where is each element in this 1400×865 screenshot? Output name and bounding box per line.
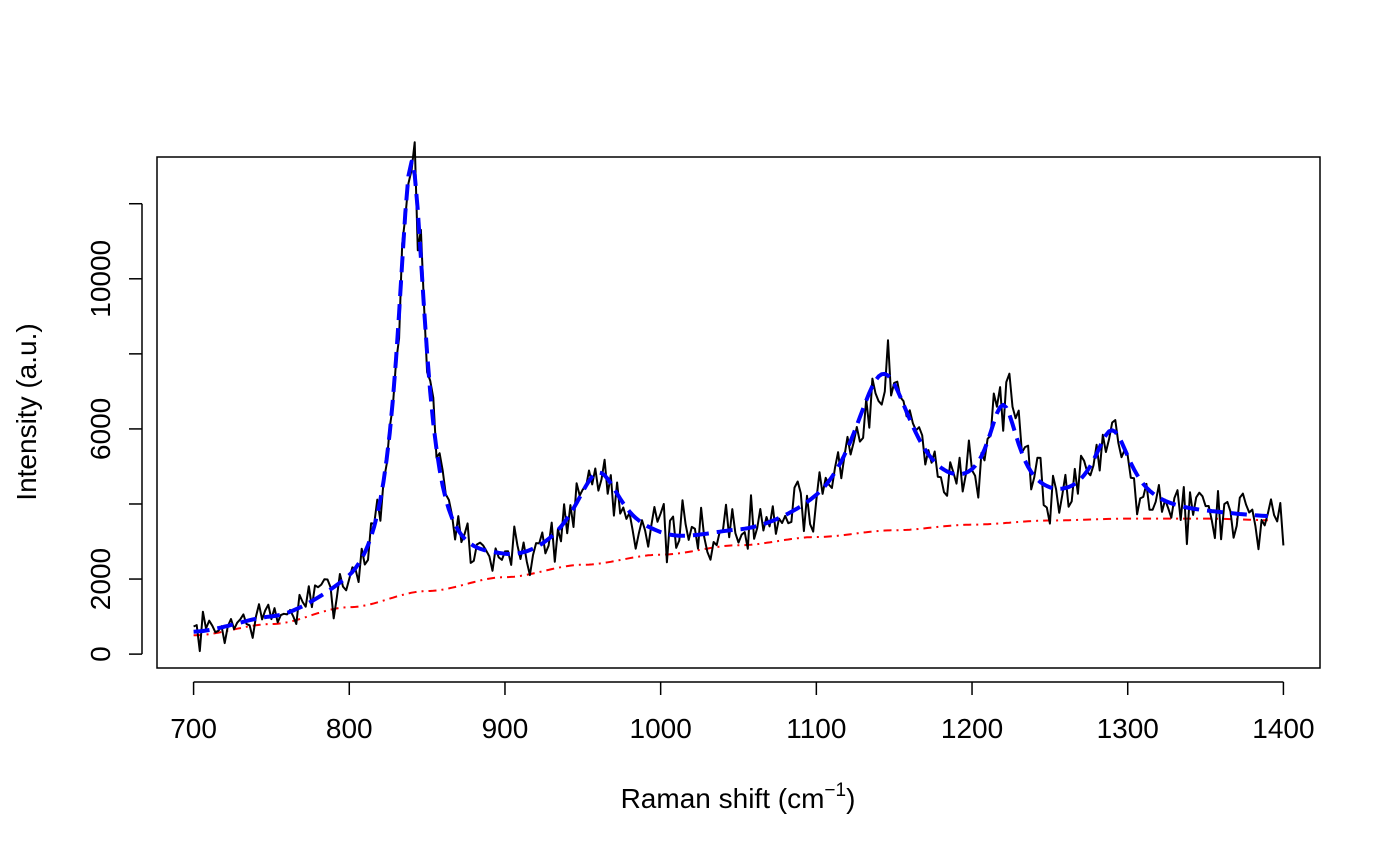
fitted-spectrum-line [193,159,1268,634]
x-tick-label: 1000 [630,713,692,744]
observed-spectrum-line [193,141,1285,653]
y-axis-title: Intensity (a.u.) [11,323,42,500]
x-axis-title-close: ) [846,783,855,814]
x-axis-title-main: Raman shift (cm [621,783,825,814]
y-tick-label: 6000 [85,398,116,460]
x-tick-label: 900 [482,713,529,744]
x-axis-title-superscript: −1 [824,780,846,801]
x-tick-label: 1100 [786,713,846,744]
baseline-spectrum-line [193,517,1268,637]
x-tick-label: 800 [326,713,373,744]
plot-area-frame [156,156,1321,669]
x-tick-label: 700 [170,713,217,744]
x-tick-label: 1300 [1097,713,1159,744]
y-tick-label: 0 [85,646,116,662]
x-tick-label: 1400 [1252,713,1314,744]
y-tick-label: 2000 [85,548,116,610]
y-tick-label: 10000 [85,240,116,318]
x-axis: 700 800 900 1000 1100 1200 1300 1400 [170,681,1315,744]
x-tick-label: 1200 [941,713,1003,744]
x-axis-title: Raman shift (cm−1) [621,780,856,814]
series-layer [193,141,1285,653]
y-axis: 0 2000 6000 10000 [85,202,143,662]
